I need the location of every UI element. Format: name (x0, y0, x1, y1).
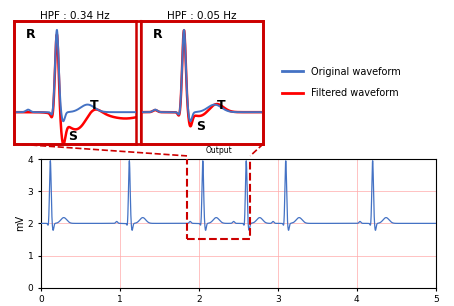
Bar (187, 156, 250, 239)
Text: S: S (196, 120, 205, 133)
Text: T: T (90, 99, 99, 112)
Title: HPF : 0.34 Hz: HPF : 0.34 Hz (40, 11, 110, 21)
Text: R: R (153, 28, 163, 41)
Title: HPF : 0.05 Hz: HPF : 0.05 Hz (167, 11, 237, 21)
Text: T: T (217, 99, 226, 112)
Text: R: R (26, 28, 36, 41)
Y-axis label: mV: mV (15, 215, 25, 231)
Legend: Original waveform, Filtered waveform: Original waveform, Filtered waveform (282, 67, 401, 99)
Text: Output: Output (205, 146, 232, 155)
Text: S: S (69, 130, 78, 143)
